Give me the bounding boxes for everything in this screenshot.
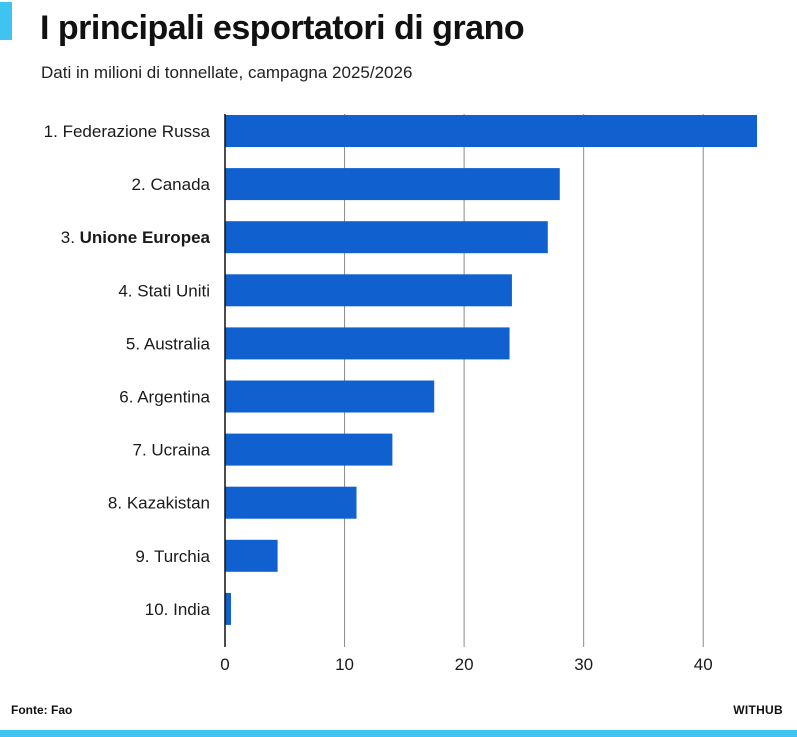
tick-label: 0	[220, 655, 229, 674]
category-label: 7. Ucraina	[133, 441, 211, 460]
category-label: 1. Federazione Russa	[44, 122, 211, 141]
category-label: 5. Australia	[126, 334, 211, 353]
category-label: 2. Canada	[132, 175, 211, 194]
tick-label: 30	[574, 655, 593, 674]
category-label: 9. Turchia	[135, 547, 210, 566]
bar	[225, 380, 435, 413]
category-label: 10. India	[145, 600, 211, 619]
bar	[225, 486, 357, 519]
bar	[225, 274, 512, 307]
chart-subtitle: Dati in milioni di tonnellate, campagna …	[41, 63, 413, 82]
accent-bar-left	[0, 2, 12, 40]
tick-label: 10	[335, 655, 354, 674]
tick-labels: 0 10 20 30 40	[220, 655, 712, 674]
tick-label: 20	[455, 655, 474, 674]
bar	[225, 433, 393, 466]
tick-label: 40	[694, 655, 713, 674]
brand-logo: WITHUB	[733, 703, 783, 717]
bar	[225, 168, 560, 201]
bar	[225, 115, 758, 147]
category-label: 6. Argentina	[119, 388, 210, 407]
category-labels: 1. Federazione Russa 2. Canada 3. Unione E…	[44, 122, 211, 619]
bar	[225, 327, 510, 360]
chart-title: I principali esportatori di grano	[40, 9, 525, 47]
category-label: 8. Kazakistan	[108, 494, 210, 513]
accent-bar-bottom	[0, 730, 797, 737]
bars	[225, 115, 758, 625]
bar	[225, 221, 548, 254]
bar	[225, 592, 231, 625]
source-note: Fonte: Fao	[11, 703, 73, 717]
category-label: 4. Stati Uniti	[118, 281, 210, 300]
category-label: 3. Unione Europea	[61, 228, 211, 247]
bar	[225, 539, 278, 572]
